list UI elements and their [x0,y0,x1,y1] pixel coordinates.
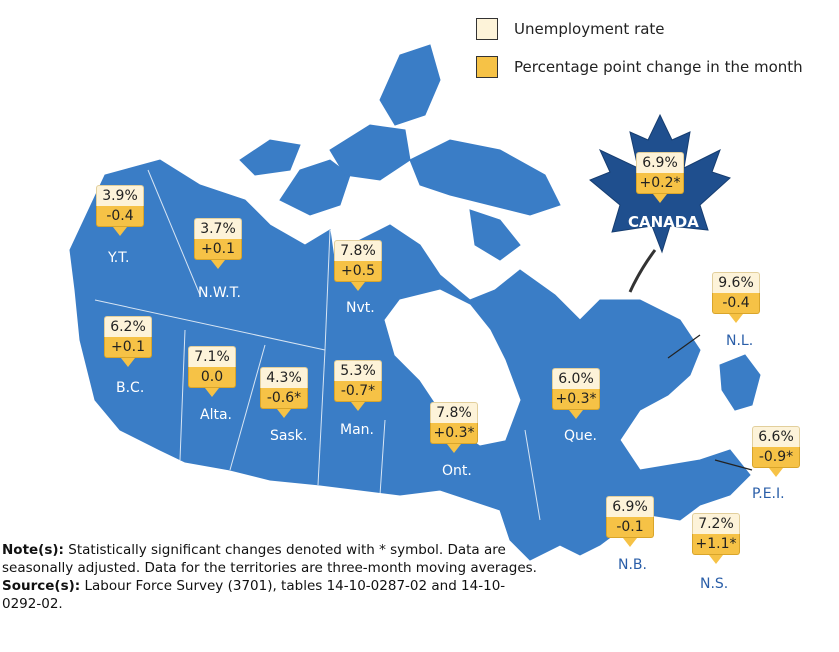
callout-pointer [569,410,583,419]
callout-pointer [623,538,637,547]
callout-sask: 4.3% -0.6* [260,367,308,418]
que-change: +0.3* [552,389,600,410]
alta-change: 0.0 [188,367,236,388]
newfoundland [719,354,761,411]
nl-rate: 9.6% [712,272,760,293]
label-nwt: N.W.T. [198,285,241,301]
callout-nl: 9.6% -0.4 [712,272,760,323]
callout-pointer [653,194,667,203]
arctic-island [379,44,441,126]
canada-label: CANADA [628,213,699,231]
source-heading: Source(s): [2,578,81,594]
nvt-change: +0.5 [334,261,382,282]
man-change: -0.7* [334,381,382,402]
callout-que: 6.0% +0.3* [552,368,600,419]
callout-bc: 6.2% +0.1 [104,316,152,367]
arctic-island [239,139,301,176]
callout-nb: 6.9% -0.1 [606,496,654,547]
hudson-bay [384,289,521,446]
canada-rate: 6.9% [636,152,684,173]
callout-pei: 6.6% -0.9* [752,426,800,477]
nvt-rate: 7.8% [334,240,382,261]
callout-pointer [277,409,291,418]
pei-rate: 6.6% [752,426,800,447]
ont-rate: 7.8% [430,402,478,423]
notes-block: Note(s): Statistically significant chang… [2,541,542,613]
bc-change: +0.1 [104,337,152,358]
callout-pointer [769,468,783,477]
label-nl: N.L. [726,333,754,349]
callout-ont: 7.8% +0.3* [430,402,478,453]
arctic-island [469,209,521,261]
arctic-island [409,139,561,216]
legend-label-change: Percentage point change in the month [514,58,803,76]
label-yt: Y.T. [108,250,130,266]
label-sask: Sask. [270,428,308,444]
label-alta: Alta. [200,407,232,423]
callout-canada: 6.9% +0.2* [636,152,684,203]
callout-ns: 7.2% +1.1* [692,513,740,564]
que-rate: 6.0% [552,368,600,389]
callout-pointer [351,282,365,291]
callout-pointer [121,358,135,367]
legend-item-change: Percentage point change in the month [476,56,803,78]
ns-rate: 7.2% [692,513,740,534]
legend-item-rate: Unemployment rate [476,18,665,40]
maple-leaf-stem [628,249,657,293]
notes-text: Statistically significant changes denote… [2,542,537,576]
nwt-rate: 3.7% [194,218,242,239]
ns-change: +1.1* [692,534,740,555]
sask-rate: 4.3% [260,367,308,388]
callout-pointer [205,388,219,397]
pei-change: -0.9* [752,447,800,468]
yt-rate: 3.9% [96,185,144,206]
callout-alta: 7.1% 0.0 [188,346,236,397]
man-rate: 5.3% [334,360,382,381]
nb-change: -0.1 [606,517,654,538]
callout-pointer [211,260,225,269]
nl-change: -0.4 [712,293,760,314]
legend-swatch-rate [476,18,498,40]
label-man: Man. [340,422,374,438]
callout-man: 5.3% -0.7* [334,360,382,411]
source-text: Labour Force Survey (3701), tables 14-10… [2,578,506,612]
legend-label-rate: Unemployment rate [514,20,665,38]
label-pei: P.E.I. [752,486,785,502]
label-nvt: Nvt. [346,300,375,316]
ont-change: +0.3* [430,423,478,444]
callout-pointer [729,314,743,323]
label-ont: Ont. [442,463,472,479]
legend-swatch-change [476,56,498,78]
callout-yt: 3.9% -0.4 [96,185,144,236]
label-bc: B.C. [116,380,145,396]
callout-pointer [113,227,127,236]
callout-pointer [447,444,461,453]
callout-pointer [709,555,723,564]
label-que: Que. [564,428,597,444]
label-ns: N.S. [700,576,729,592]
notes-heading: Note(s): [2,542,64,558]
label-nb: N.B. [618,557,647,573]
alta-rate: 7.1% [188,346,236,367]
canada-change: +0.2* [636,173,684,194]
callout-nvt: 7.8% +0.5 [334,240,382,291]
yt-change: -0.4 [96,206,144,227]
callout-pointer [351,402,365,411]
nb-rate: 6.9% [606,496,654,517]
callout-nwt: 3.7% +0.1 [194,218,242,269]
nwt-change: +0.1 [194,239,242,260]
sask-change: -0.6* [260,388,308,409]
bc-rate: 6.2% [104,316,152,337]
